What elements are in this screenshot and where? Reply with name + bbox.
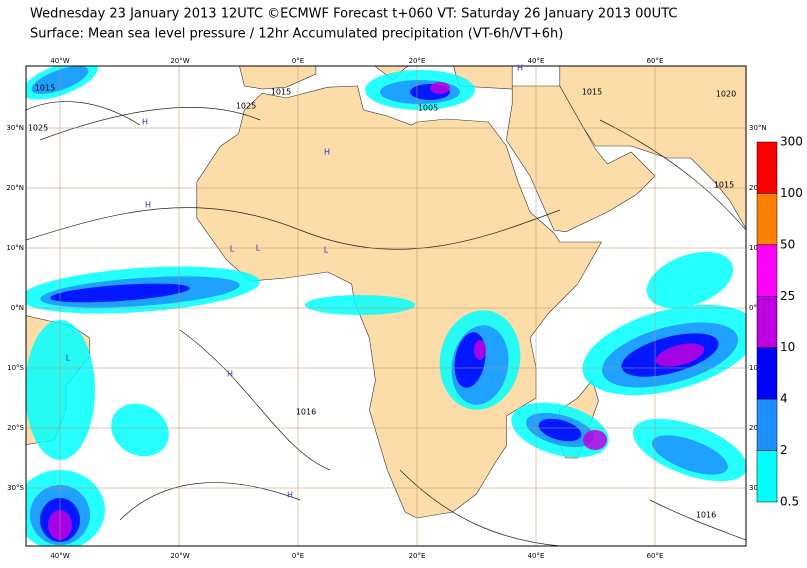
precipitation [26,320,95,460]
isobar-label: 1015 [582,88,602,97]
isobar-label: 1016 [296,408,316,417]
colorbar-segment [756,398,778,451]
pressure-center: H [287,491,293,500]
pressure-center: L [256,244,261,253]
map-area [26,66,746,546]
pressure-center: L [230,245,235,254]
colorbar-segment [756,141,778,194]
latitude-label: 10°S [7,364,24,372]
pressure-center: H [145,201,151,210]
colorbar-label: 300 [780,135,803,149]
pressure-center: H [142,118,148,127]
latitude-label: 30°N [6,124,24,132]
title-line-2: Surface: Mean sea level pressure / 12hr … [30,27,563,42]
latitude-label: 30 [749,484,758,492]
isobar-label: 1025 [236,102,256,111]
latitude-label: 0°N [11,304,24,312]
isobar-label: 1015 [35,84,55,93]
longitude-label: 0°E [292,552,304,560]
colorbar-segment [756,244,778,297]
isobar [119,482,301,521]
isobar-label: 1025 [28,124,48,133]
precipitation [646,251,734,309]
land [239,66,317,90]
longitude-label: 40°E [528,57,545,65]
precipitation [538,418,582,442]
land [505,85,656,233]
precipitation [430,82,450,94]
precipitation [474,340,486,360]
colorbar-label: 25 [780,289,795,303]
precipitation [305,295,415,315]
latitude-label: 10°N [6,244,24,252]
colorbar-label: 10 [780,340,795,354]
colorbar-label: 50 [780,237,795,251]
isobar [399,469,561,546]
latitude-label: 20°N [6,184,24,192]
latitude-label: 20°S [7,424,24,432]
longitude-label: 40°E [528,552,545,560]
isobar [599,119,746,231]
longitude-label: 40°W [50,57,69,65]
isobar-label: 1020 [716,90,736,99]
isobar-label: 1005 [418,104,438,113]
isobar [26,207,561,250]
pressure-center: H [324,148,330,157]
precipitation [652,435,728,475]
isobar [179,329,331,471]
colorbar-label: 0.5 [780,495,799,509]
longitude-label: 40°W [50,552,69,560]
precipitation [50,283,190,303]
title-line-1: Wednesday 23 January 2013 12UTC ©ECMWF F… [30,7,677,22]
longitude-label: 20°E [409,552,426,560]
pressure-center: H [227,370,233,379]
latitude-label: 30°S [7,484,24,492]
colorbar-label: 100 [780,186,803,200]
longitude-label: 20°W [170,57,189,65]
longitude-label: 60°E [647,57,664,65]
latitude-label: 0°N [749,304,762,312]
longitude-label: 20°E [409,57,426,65]
colorbar-segment [756,347,778,400]
longitude-label: 20°W [170,552,189,560]
pressure-center: H [517,64,523,73]
pressure-center: L [324,246,329,255]
longitude-label: 0°E [292,57,304,65]
latitude-label: 30°N [749,124,767,132]
precipitation [655,343,705,367]
precipitation [111,403,169,457]
colorbar-segment [756,296,778,348]
isobar-label: 1015 [271,88,291,97]
colorbar-label: 4 [780,392,788,406]
isobar-label: 1015 [714,181,734,190]
precipitation [583,430,607,450]
pressure-center: L [66,354,71,363]
colorbar-label: 2 [780,443,788,457]
isobar-label: 1016 [696,511,716,520]
colorbar-segment [756,450,778,503]
longitude-label: 60°E [647,552,664,560]
colorbar-segment [756,193,778,246]
isobar [39,107,261,141]
isobar [26,101,141,126]
isobar [649,499,746,541]
